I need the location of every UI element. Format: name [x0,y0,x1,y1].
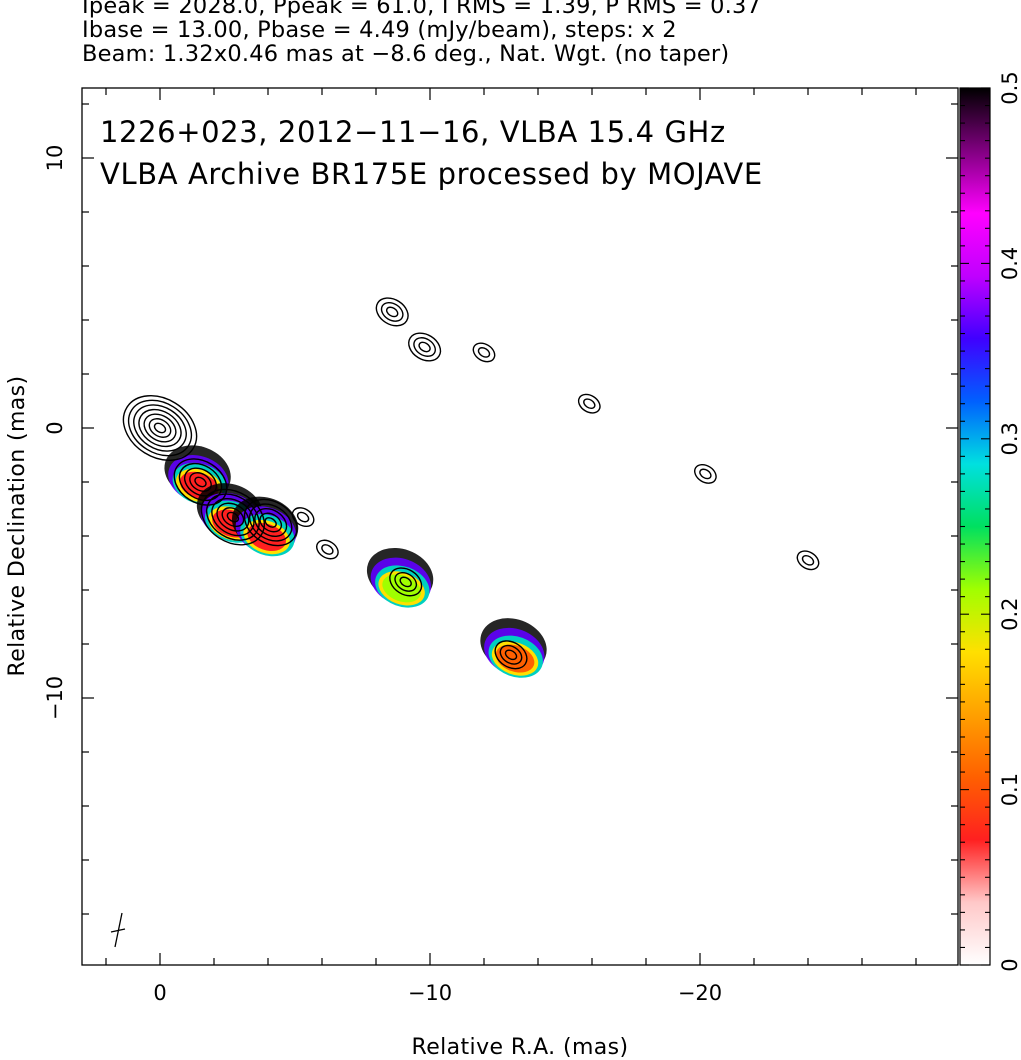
contour-level [477,347,491,358]
contour-level [194,476,207,488]
x-axis-label: Relative R.A. (mas) [412,1035,629,1060]
contour-level [153,422,167,434]
contour-component [796,550,820,571]
contour-level [173,458,228,506]
contour-level [226,511,240,523]
contour-level [389,567,423,597]
contour-component [472,342,496,363]
contour-level [143,413,177,443]
colorbar-tick-label: 0.1 [998,773,1021,806]
contour-component [375,297,409,327]
colorbar: 0 0.1 0.2 0.3 0.4 0.5 [959,71,1021,972]
contour-level [418,341,431,353]
contour-level [504,649,518,661]
contour-level [221,507,245,528]
polarization-region [366,547,434,608]
y-tick-label: 0 [43,421,67,434]
colorbar-tick-label: 0.3 [998,422,1021,455]
header-line-2: Ibase = 13.00, Pbase = 4.49 (mJy/beam), … [82,17,677,43]
contour-level [380,301,404,322]
contour-level [264,517,277,528]
contour-level [472,342,496,363]
contour-level [122,395,198,461]
contour-component [577,393,601,414]
contour-level [583,398,596,410]
contour-component [122,395,198,461]
contour-component [494,640,528,670]
contour-level [296,511,310,523]
header-line-1: Ipeak = 2028.0, Ppeak = 61.0, I RMS = 1.… [82,0,762,19]
colorbar-tick-label: 0 [998,958,1021,971]
y-tick-label: −10 [43,676,67,720]
contour-level [796,550,820,571]
contour-level [413,337,436,357]
header: Ipeak = 2028.0, Ppeak = 61.0, I RMS = 1.… [82,0,1012,66]
contour-component [408,332,442,362]
plot-title: 1226+023, 2012−11−16, VLBA 15.4 GHz [100,115,726,149]
contour-level [133,404,187,452]
colorbar-tick-label: 0.2 [998,597,1021,630]
contour-level [577,393,601,414]
plot-subtitle: VLBA Archive BR175E processed by MOJAVE [100,157,763,191]
contour-level [694,463,717,484]
contour-level [138,408,182,448]
contour-level [291,507,315,528]
contour-component [291,507,315,528]
y-axis-label: Relative Declination (mas) [5,375,30,676]
header-line-3: Beam: 1.32x0.46 mas at −8.6 deg., Nat. W… [82,41,730,67]
contour-component [389,567,423,597]
contour-level [399,576,412,588]
x-tick-label: 0 [153,981,166,1005]
contour-level [499,644,523,665]
contour-component [243,498,298,547]
beam-marker [110,912,126,948]
contour-level [248,503,293,542]
contour-level [127,399,193,457]
contour-level [254,507,288,538]
contour-level [259,512,283,533]
contour-component [694,463,717,484]
contour-level [801,554,815,566]
colorbar-tick-label: 0.4 [998,247,1021,280]
contour-component [316,539,339,560]
contour-level [699,468,712,480]
contour-level [200,488,265,546]
colorbar-labels: 0 0.1 0.2 0.3 0.4 0.5 [998,71,1021,971]
tick-layer [82,88,958,965]
plot-frame [81,87,959,966]
contour-level [321,544,334,555]
contour-level [148,418,172,438]
contour-level [316,539,339,560]
contour-level [408,332,442,362]
tick-label-layer: 0 −10 −20 10 0 −10 [43,145,722,1005]
x-tick-label: −20 [678,981,722,1005]
contour-level [394,571,418,592]
contour-level [385,306,399,318]
contour-level [243,498,298,547]
y-tick-label: 10 [43,145,67,172]
contour-level [189,472,212,492]
contour-layer [122,297,820,670]
x-tick-label: −10 [408,981,452,1005]
colorbar-ticks [960,87,990,966]
contour-level [178,462,223,502]
contour-level [375,297,409,327]
contour-level [494,640,528,670]
contour-level [211,497,255,537]
colorbar-tick-label: 0.5 [998,71,1021,104]
